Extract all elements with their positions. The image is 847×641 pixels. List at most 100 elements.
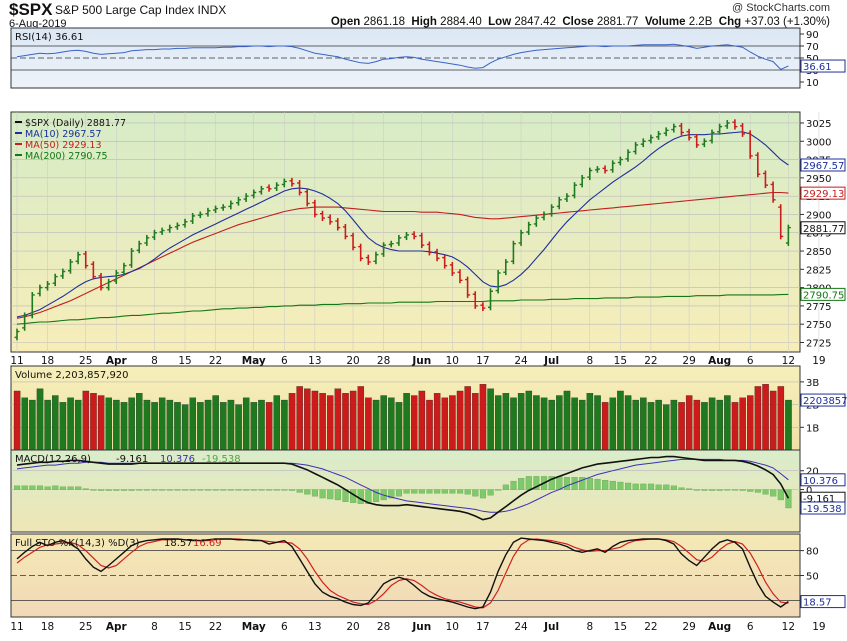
macd-legend-signal: 10.376	[160, 454, 195, 465]
x-axis-label: 12	[782, 355, 795, 367]
rsi-y-tick-label: 10	[806, 78, 819, 89]
macd-histogram-bar	[159, 489, 166, 491]
macd-histogram-bar	[44, 486, 51, 490]
macd-histogram-bar	[533, 476, 540, 490]
volume-bar	[174, 402, 181, 451]
macd-histogram-bar	[357, 489, 364, 504]
volume-bar	[762, 384, 769, 451]
x-axis-label-bottom: 22	[644, 621, 657, 633]
macd-histogram-bar	[243, 489, 250, 491]
macd-histogram-bar	[197, 489, 204, 491]
macd-value-tag-box	[800, 473, 846, 487]
volume-bar	[189, 397, 197, 451]
volume-bar	[769, 390, 777, 451]
macd-histogram-bar	[449, 489, 456, 494]
volume-bar	[632, 399, 639, 451]
macd-histogram-bar	[288, 489, 296, 491]
volume-bar	[311, 390, 319, 451]
x-axis-label: 13	[308, 355, 321, 367]
x-axis-label-bottom: 18	[41, 621, 54, 633]
macd-histogram-bar	[75, 486, 82, 490]
macd-histogram-bar	[670, 485, 677, 490]
macd-histogram-bar	[647, 483, 655, 490]
macd-histogram-bar	[273, 489, 280, 491]
volume-bar	[754, 386, 762, 451]
volume-bar	[204, 399, 212, 451]
macd-histogram-bar	[403, 489, 410, 494]
macd-histogram-bar	[724, 489, 731, 491]
macd-histogram-bar	[82, 488, 89, 490]
macd-histogram-bar	[487, 489, 494, 496]
volume-bar	[563, 390, 571, 451]
macd-histogram-bar	[296, 489, 303, 493]
x-axis-label-bottom: 6	[281, 621, 288, 633]
macd-histogram-bar	[556, 476, 563, 490]
macd-histogram-bar	[663, 484, 670, 490]
macd-y-tick-label: 20	[806, 467, 819, 478]
volume-bar	[594, 395, 601, 451]
x-axis-label-bottom: 12	[782, 621, 795, 633]
macd-histogram-bar	[609, 480, 616, 490]
volume-bar	[601, 402, 609, 451]
x-axis-label-bottom: Aug	[708, 621, 731, 633]
high-value: 2884.40	[440, 16, 482, 28]
volume-value: 2.2B	[688, 16, 713, 28]
volume-bar	[731, 402, 739, 451]
stochastic-value-tag: 18.57	[803, 598, 832, 609]
macd-histogram-bar	[770, 489, 777, 497]
copyright-link[interactable]: @ StockCharts.com	[732, 2, 830, 14]
macd-histogram-bar	[777, 489, 784, 501]
macd-histogram-bar	[113, 489, 120, 491]
x-axis-label: 11	[10, 355, 23, 367]
macd-histogram-bar	[739, 489, 746, 491]
x-axis-label: 6	[281, 355, 288, 367]
macd-histogram-bar	[411, 489, 418, 494]
volume-bar	[158, 397, 166, 451]
volume-bar	[342, 393, 349, 451]
macd-histogram-bar	[693, 489, 700, 491]
price-value-tag: 2790.75	[803, 290, 844, 301]
x-axis-label-bottom: 8	[151, 621, 158, 633]
x-axis-label: Jul	[543, 355, 559, 367]
chg-value: +37.03 (+1.30%)	[744, 16, 830, 28]
volume-bar	[128, 397, 135, 451]
volume-bar	[380, 395, 387, 451]
macd-histogram-bar	[281, 489, 288, 491]
macd-histogram-bar	[227, 489, 234, 491]
volume-bar	[304, 388, 311, 451]
x-axis-label: 18	[41, 355, 54, 367]
macd-histogram-bar	[426, 489, 433, 494]
rsi-y-tick-label: 90	[806, 30, 819, 41]
volume-bar	[90, 393, 97, 451]
volume-bar	[525, 390, 533, 451]
volume-bar	[678, 402, 685, 451]
x-axis-label: 28	[377, 355, 390, 367]
volume-bar	[487, 388, 494, 451]
x-axis-label: 29	[682, 355, 695, 367]
volume-bar	[395, 402, 403, 451]
ma10-line	[16, 131, 789, 318]
x-axis-label: 24	[514, 355, 528, 367]
x-axis-label: Apr	[106, 355, 128, 367]
macd-histogram-bar	[701, 489, 708, 491]
volume-bar	[265, 402, 273, 451]
volume-bar	[479, 384, 487, 451]
price-value-tag-box	[800, 287, 846, 301]
volume-label: Volume	[644, 16, 686, 28]
stochastic-pct-k-line	[16, 537, 789, 610]
macd-histogram-bar	[625, 482, 632, 490]
x-axis-label-bottom: 25	[79, 621, 92, 633]
macd-histogram-bar	[502, 484, 509, 490]
volume-bar	[663, 404, 670, 451]
macd-histogram-bar	[678, 487, 685, 490]
macd-histogram-bar	[258, 489, 265, 491]
high-label: High	[411, 16, 437, 28]
macd-histogram-bar	[640, 483, 647, 490]
volume-bar	[640, 397, 647, 451]
low-label: Low	[488, 16, 512, 28]
volume-bar	[410, 395, 418, 451]
macd-histogram-bar	[105, 489, 112, 491]
rsi-value-tag: 36.61	[803, 62, 832, 73]
volume-bar	[693, 399, 701, 451]
